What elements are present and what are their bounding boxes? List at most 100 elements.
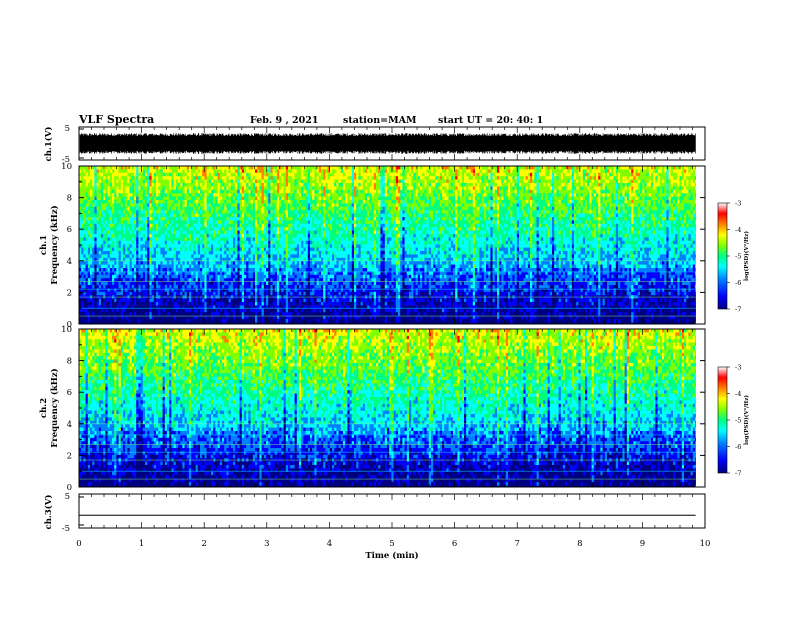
spectrogram-cell xyxy=(187,305,190,309)
spectrogram-cell xyxy=(259,210,262,214)
spectrogram-cell xyxy=(167,210,170,214)
spectrogram-cell xyxy=(143,282,146,286)
spectrogram-cell xyxy=(136,312,139,316)
spectrogram-cell xyxy=(176,309,179,313)
spectrogram-cell xyxy=(163,265,166,269)
spectrogram-cell xyxy=(180,241,183,245)
spectrogram-cell xyxy=(116,180,119,184)
spectrogram-cell xyxy=(314,299,317,303)
spectrogram-cell xyxy=(301,237,304,241)
spectrogram-cell xyxy=(198,169,201,173)
spectrogram-cell xyxy=(189,305,192,309)
spectrogram-cell xyxy=(97,203,100,207)
spectrogram-cell xyxy=(83,282,86,286)
spectrogram-cell xyxy=(145,207,148,211)
spectrogram-cell xyxy=(297,282,300,286)
spectrogram-cell xyxy=(187,265,190,269)
spectrogram-cell xyxy=(163,309,166,313)
spectrogram-cell xyxy=(233,268,236,272)
spectrogram-cell xyxy=(152,220,155,224)
spectrogram-cell xyxy=(224,231,227,235)
spectrogram-cell xyxy=(130,210,133,214)
spectrogram-cell xyxy=(160,254,163,258)
spectrogram-cell xyxy=(145,214,148,218)
spectrogram-cell xyxy=(275,169,278,173)
spectrogram-cell xyxy=(165,207,168,211)
spectrogram-cell xyxy=(92,214,95,218)
spectrogram-cell xyxy=(237,299,240,303)
spectrogram-cell xyxy=(116,275,119,279)
spectrogram-cell xyxy=(233,309,236,313)
spectrogram-cell xyxy=(158,186,161,190)
spectrogram-cell xyxy=(103,193,106,197)
spectrogram-cell xyxy=(273,268,276,272)
spectrogram-cell xyxy=(284,282,287,286)
spectrogram-cell xyxy=(174,312,177,316)
spectrogram-cell xyxy=(262,217,265,221)
spectrogram-cell xyxy=(169,319,172,323)
spectrogram-cell xyxy=(220,180,223,184)
spectrogram-cell xyxy=(253,173,256,177)
spectrogram-cell xyxy=(138,217,141,221)
spectrogram-cell xyxy=(174,231,177,235)
spectrogram-cell xyxy=(308,248,311,252)
spectrogram-cell xyxy=(182,268,185,272)
spectrogram-cell xyxy=(105,261,108,265)
spectrogram-cell xyxy=(189,275,192,279)
spectrogram-cell xyxy=(136,207,139,211)
spectrogram-cell xyxy=(295,166,298,170)
spectrogram-cell xyxy=(257,254,260,258)
spectrogram-cell xyxy=(259,186,262,190)
spectrogram-cell xyxy=(235,190,238,194)
spectrogram-cell xyxy=(308,268,311,272)
spectrogram-cell xyxy=(295,217,298,221)
spectrogram-cell xyxy=(152,319,155,323)
spectrogram-cell xyxy=(198,309,201,313)
spectrogram-cell xyxy=(222,268,225,272)
spectrogram-cell xyxy=(103,183,106,187)
spectrogram-cell xyxy=(94,197,97,201)
spectrogram-cell xyxy=(200,193,203,197)
spectrogram-cell xyxy=(281,180,284,184)
spectrogram-cell xyxy=(288,241,291,245)
spectrogram-cell xyxy=(198,207,201,211)
spectrogram-cell xyxy=(253,302,256,306)
spectrogram-cell xyxy=(97,234,100,238)
spectrogram-cell xyxy=(224,312,227,316)
spectrogram-cell xyxy=(202,292,205,296)
spectrogram-cell xyxy=(112,305,115,309)
spectrogram-cell xyxy=(178,305,181,309)
spectrogram-cell xyxy=(213,203,216,207)
spectrogram-cell xyxy=(215,203,218,207)
spectrogram-cell xyxy=(277,217,280,221)
spectrogram-cell xyxy=(303,169,306,173)
spectrogram-cell xyxy=(176,275,179,279)
spectrogram-cell xyxy=(141,299,144,303)
spectrogram-cell xyxy=(222,285,225,289)
spectrogram-cell xyxy=(116,214,119,218)
spectrogram-cell xyxy=(196,285,199,289)
spectrogram-cell xyxy=(119,193,122,197)
spectrogram-cell xyxy=(290,275,293,279)
spectrogram-cell xyxy=(204,220,207,224)
spectrogram-cell xyxy=(123,203,126,207)
spectrogram-cell xyxy=(143,275,146,279)
spectrogram-cell xyxy=(127,251,129,255)
spectrogram-cell xyxy=(154,180,157,184)
spectrogram-cell xyxy=(215,210,218,214)
ch1-spectrogram-panel: 0246810 ch.1 Frequency (kHz) -3-4-5-6-7 … xyxy=(39,162,750,330)
spectrogram-cell xyxy=(240,197,243,201)
spectrogram-cell xyxy=(193,190,196,194)
spectrogram-cell xyxy=(253,268,256,272)
spectrogram-cell xyxy=(215,268,218,272)
spectrogram-cell xyxy=(180,237,183,241)
spectrogram-cell xyxy=(156,210,159,214)
spectrogram-cell xyxy=(312,241,315,245)
spectrogram-cell xyxy=(182,312,185,316)
spectrogram-cell xyxy=(101,299,104,303)
spectrogram-cell xyxy=(154,224,157,228)
spectrogram-cell xyxy=(110,231,113,235)
spectrogram-cell xyxy=(218,309,221,313)
spectrogram-cell xyxy=(200,275,203,279)
spectrogram-cell xyxy=(127,180,129,184)
